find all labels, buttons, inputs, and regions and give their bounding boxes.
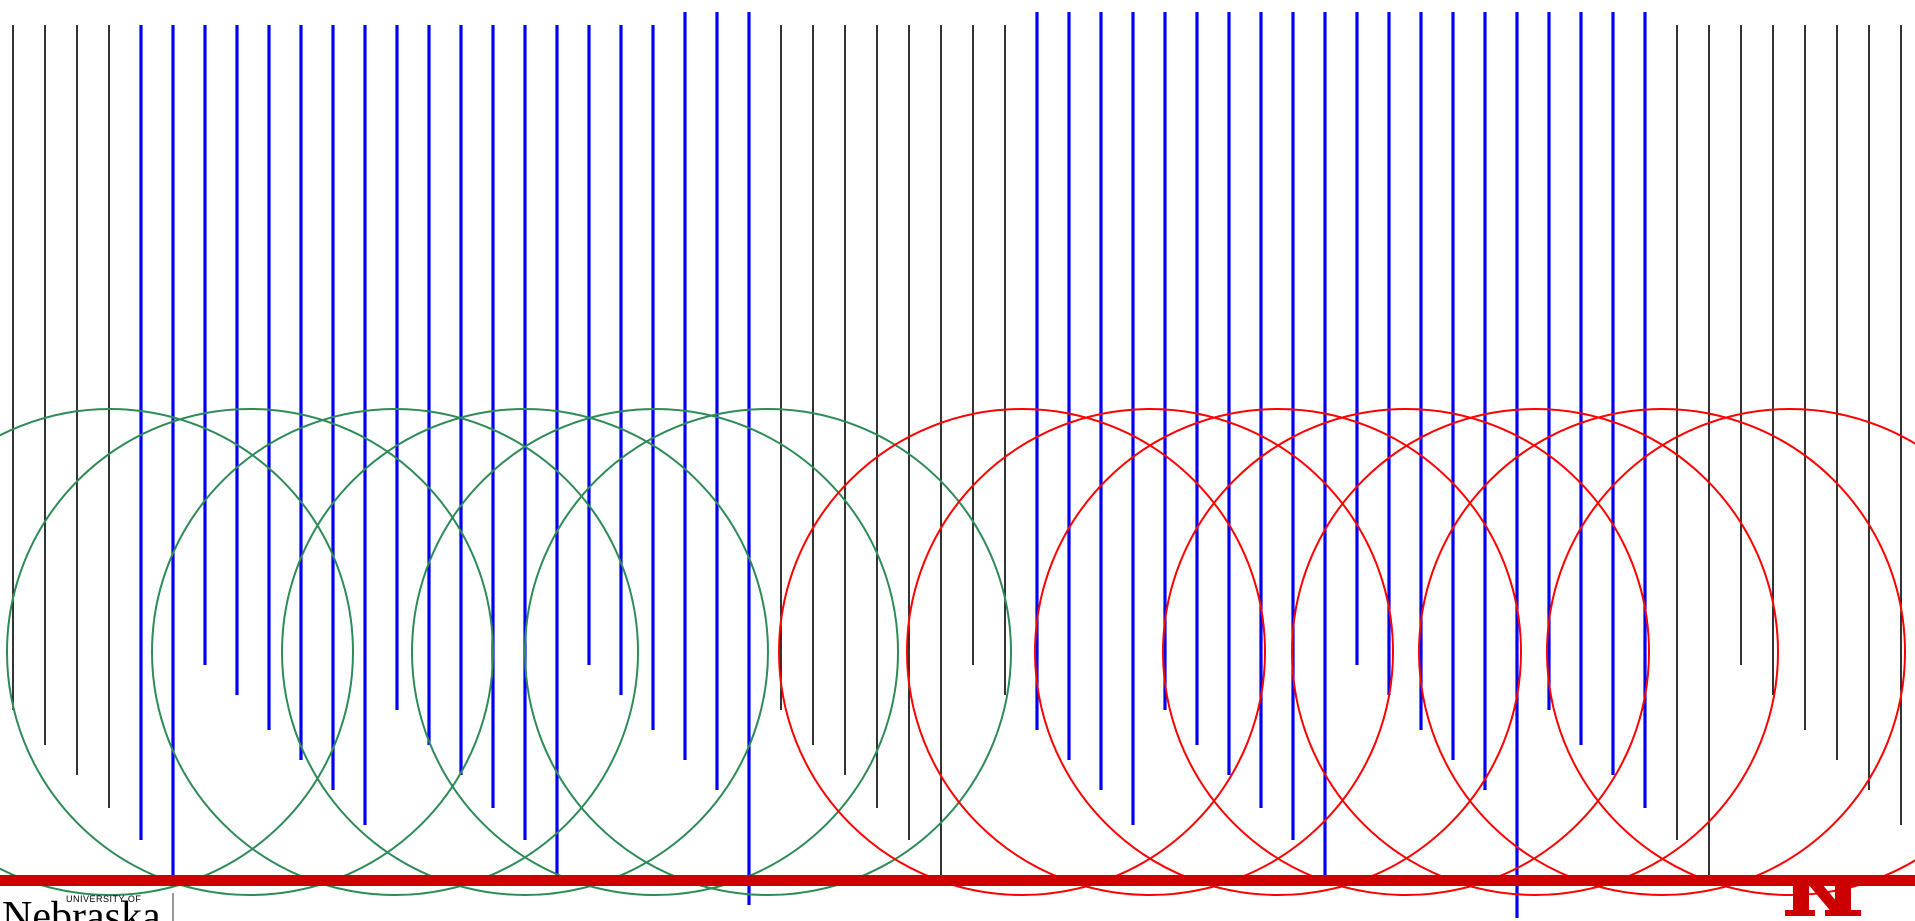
n-monogram-part: [1793, 876, 1809, 916]
red-circle: [1546, 408, 1915, 896]
green-circle: [0, 408, 354, 896]
circles-group: [0, 408, 1915, 896]
university-wordmark: UNIVERSITY OF Nebraska: [0, 893, 180, 921]
n-monogram-diagonal: [1803, 878, 1847, 914]
n-monogram-part: [1825, 876, 1861, 882]
red-circle: [1034, 408, 1522, 896]
red-circle: [906, 408, 1394, 896]
green-circle: [524, 408, 1012, 896]
red-circle: [1291, 408, 1779, 896]
accent-bar: [0, 875, 1915, 886]
green-circle: [281, 408, 769, 896]
green-circle: [6, 408, 494, 896]
red-circle: [1418, 408, 1906, 896]
wordmark-name-text: Nebraska: [2, 894, 161, 921]
green-circle: [411, 408, 899, 896]
n-monogram-part: [1785, 910, 1815, 916]
n-monogram-part: [1785, 876, 1815, 882]
n-monogram-icon: [1785, 876, 1861, 916]
red-circle: [778, 408, 1266, 896]
wordmark-university-text: UNIVERSITY OF: [66, 894, 142, 904]
green-circle: [151, 408, 639, 896]
vertical-lines-group: [12, 12, 1902, 918]
wordmark-divider: [172, 893, 174, 921]
red-circle: [1162, 408, 1650, 896]
